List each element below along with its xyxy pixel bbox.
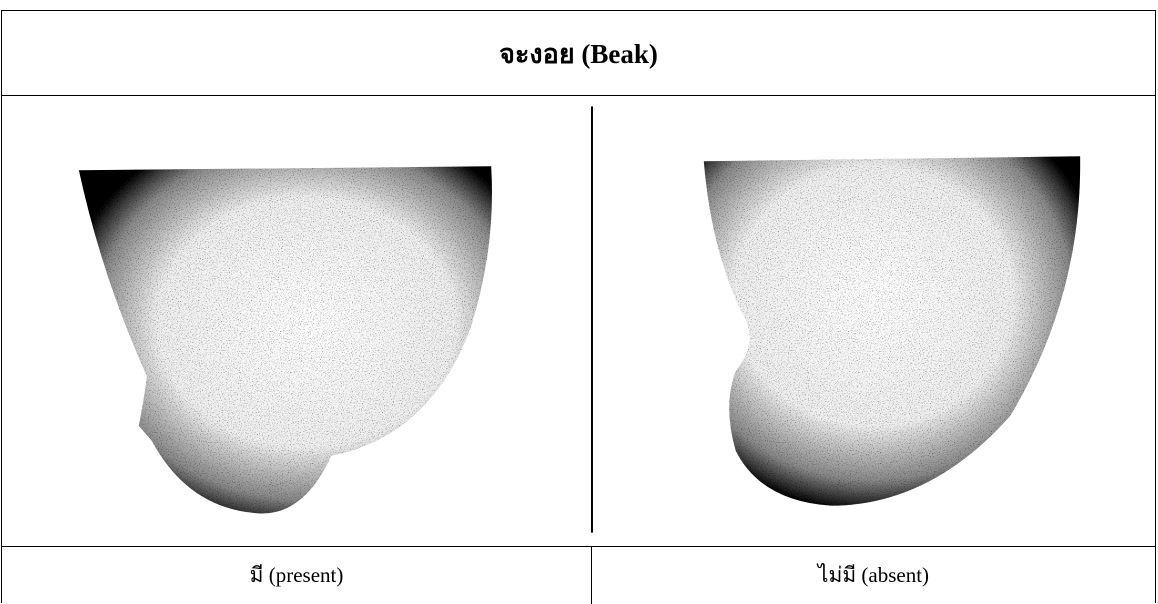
table: จะงอย (Beak) — [1, 10, 1156, 604]
caption: มี (present) — [2, 547, 592, 604]
illustrations — [78, 106, 1081, 533]
beak-present — [78, 166, 492, 514]
beak-absent — [703, 156, 1081, 506]
table-title: จะงอย (Beak) — [2, 11, 1155, 96]
captions-row: มี (present) ไม่มี (absent) — [2, 546, 1155, 604]
caption: ไม่มี (absent) — [817, 563, 930, 587]
